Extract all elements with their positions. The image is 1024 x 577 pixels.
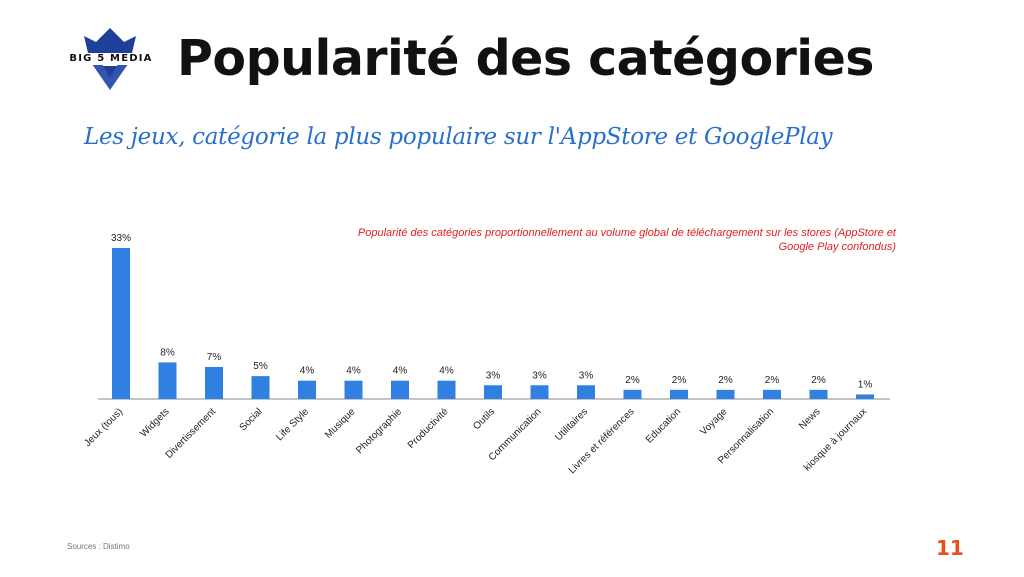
data-label-1: 33% [111,233,131,244]
data-label-10: 3% [532,370,547,381]
bar-10 [530,385,549,399]
bar-1 [112,248,130,399]
x-tick-label-11: Utilitaires [553,406,590,443]
bar-6 [344,380,363,399]
bar-5 [298,380,316,399]
bar-7 [391,380,409,399]
x-tick-label-2: Widgets [138,406,171,439]
bar-11 [577,385,595,399]
x-tick-label-7: Photographie [354,406,404,456]
bar-2 [158,362,177,399]
x-tick-label-6: Musique [323,406,358,441]
bar-3 [205,366,223,399]
x-tick-label-8: Productivité [406,406,451,451]
x-tick-label-4: Social [238,406,265,433]
data-label-8: 4% [439,366,454,377]
x-tick-label-13: Education [644,406,683,445]
bar-15 [763,389,781,399]
x-tick-label-1: Jeux (tous) [82,406,125,449]
chart-title-line-2: Google Play confondus) [779,241,897,253]
data-label-9: 3% [486,370,501,381]
data-label-7: 4% [393,366,408,377]
page-number: 11 [936,536,964,560]
data-label-5: 4% [300,366,315,377]
x-tick-label-9: Outils [471,406,497,432]
bar-4 [251,376,270,399]
x-tick-label-3: Divertissement [164,406,219,461]
bar-8 [437,380,456,399]
bar-9 [484,385,502,399]
crown-logo-icon [84,28,136,90]
bar-17 [856,394,874,399]
data-label-15: 2% [765,375,780,386]
logo-text: BIG 5 MEDIA [65,53,157,65]
page-subtitle: Les jeux, catégorie la plus populaire su… [84,124,833,150]
bar-13 [670,389,688,399]
x-tick-label-14: Voyage [698,406,730,438]
bar-16 [809,389,828,399]
data-label-6: 4% [346,366,361,377]
brand-logo: BIG 5 MEDIA [62,26,158,92]
source-note: Sources : Distimo [67,542,130,551]
bar-14 [716,389,735,399]
data-label-2: 8% [160,347,175,358]
data-label-17: 1% [858,379,873,390]
data-label-13: 2% [672,375,687,386]
data-label-3: 7% [207,352,222,363]
x-tick-label-16: News [797,406,822,431]
x-tick-label-5: Life Style [274,406,311,443]
data-label-14: 2% [718,375,733,386]
data-label-11: 3% [579,370,594,381]
data-label-4: 5% [253,361,268,372]
chart-title-line-1: Popularité des catégories proportionnell… [358,227,897,239]
data-label-12: 2% [625,375,640,386]
bar-12 [623,389,642,399]
data-label-16: 2% [811,375,826,386]
page-title: Popularité des catégories [177,30,874,87]
